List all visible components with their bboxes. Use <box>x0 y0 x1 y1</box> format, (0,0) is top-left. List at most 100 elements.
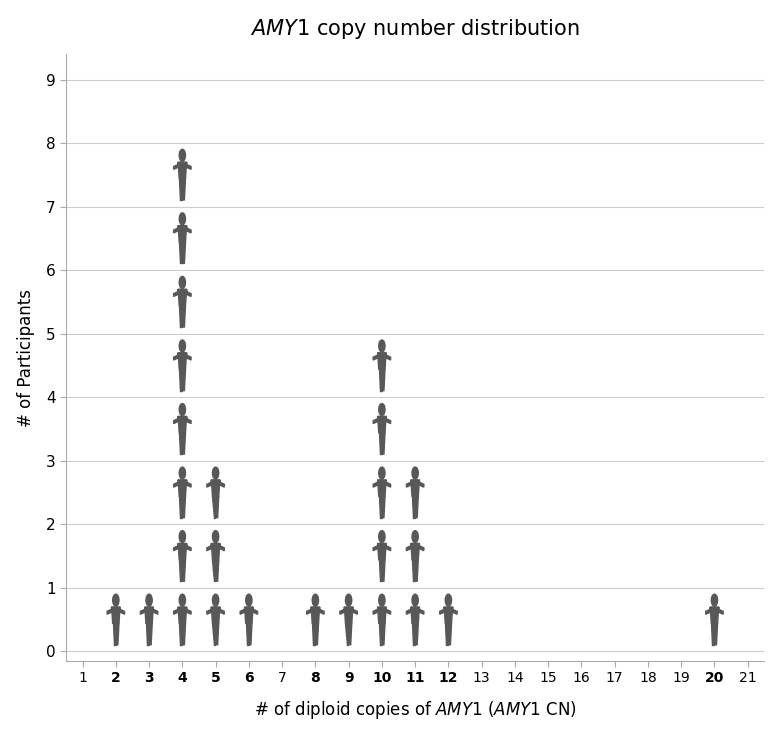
Polygon shape <box>246 624 248 645</box>
Polygon shape <box>173 353 178 360</box>
Polygon shape <box>179 560 182 582</box>
Circle shape <box>179 404 185 415</box>
Polygon shape <box>173 162 178 170</box>
Circle shape <box>146 594 152 606</box>
Polygon shape <box>116 624 119 645</box>
Polygon shape <box>183 496 185 517</box>
Polygon shape <box>379 496 382 517</box>
Circle shape <box>379 531 385 542</box>
Polygon shape <box>173 607 178 614</box>
Polygon shape <box>444 607 453 624</box>
Polygon shape <box>219 543 224 551</box>
Polygon shape <box>187 607 191 614</box>
Polygon shape <box>179 242 182 263</box>
Circle shape <box>179 149 185 162</box>
Polygon shape <box>378 353 386 369</box>
Circle shape <box>212 531 219 542</box>
Polygon shape <box>382 560 385 582</box>
Polygon shape <box>183 179 185 200</box>
Circle shape <box>412 594 419 606</box>
Polygon shape <box>373 480 378 487</box>
Polygon shape <box>144 607 153 624</box>
Polygon shape <box>386 607 390 614</box>
Polygon shape <box>711 624 715 645</box>
Polygon shape <box>386 416 390 424</box>
Polygon shape <box>419 543 424 551</box>
Polygon shape <box>406 480 411 487</box>
Polygon shape <box>187 480 191 487</box>
Polygon shape <box>212 624 216 645</box>
Polygon shape <box>373 543 378 551</box>
Polygon shape <box>249 624 252 645</box>
Polygon shape <box>219 607 224 614</box>
Polygon shape <box>453 607 457 614</box>
Polygon shape <box>187 226 191 233</box>
Polygon shape <box>373 416 378 424</box>
Polygon shape <box>183 369 185 390</box>
Polygon shape <box>187 543 191 551</box>
Polygon shape <box>319 607 324 614</box>
Polygon shape <box>406 543 411 551</box>
Polygon shape <box>406 607 411 614</box>
Circle shape <box>445 594 451 606</box>
Polygon shape <box>311 607 319 624</box>
Polygon shape <box>207 543 212 551</box>
Polygon shape <box>412 560 415 582</box>
Polygon shape <box>207 607 212 614</box>
Polygon shape <box>183 624 185 645</box>
Polygon shape <box>253 607 258 614</box>
Polygon shape <box>173 226 178 233</box>
Polygon shape <box>216 624 219 645</box>
Circle shape <box>379 594 385 606</box>
X-axis label: # of diploid copies of $\it{AMY1}$ ($\it{AMY1}$ CN): # of diploid copies of $\it{AMY1}$ ($\it… <box>254 700 576 721</box>
Polygon shape <box>212 543 219 560</box>
Polygon shape <box>386 353 390 360</box>
Polygon shape <box>178 226 187 242</box>
Polygon shape <box>411 607 419 624</box>
Polygon shape <box>107 607 112 614</box>
Polygon shape <box>179 624 182 645</box>
Circle shape <box>179 467 185 479</box>
Polygon shape <box>448 624 451 645</box>
Polygon shape <box>715 624 718 645</box>
Polygon shape <box>112 624 116 645</box>
Polygon shape <box>378 480 386 496</box>
Polygon shape <box>183 306 185 327</box>
Circle shape <box>379 467 385 479</box>
Polygon shape <box>212 607 219 624</box>
Polygon shape <box>149 624 152 645</box>
Polygon shape <box>415 624 419 645</box>
Polygon shape <box>379 624 382 645</box>
Circle shape <box>212 594 219 606</box>
Polygon shape <box>411 543 419 560</box>
Polygon shape <box>345 624 348 645</box>
Polygon shape <box>112 607 120 624</box>
Polygon shape <box>710 607 719 624</box>
Polygon shape <box>178 543 187 560</box>
Polygon shape <box>382 624 385 645</box>
Polygon shape <box>179 432 182 454</box>
Polygon shape <box>179 496 182 517</box>
Polygon shape <box>412 624 415 645</box>
Circle shape <box>246 594 252 606</box>
Polygon shape <box>378 607 386 624</box>
Polygon shape <box>179 306 182 327</box>
Polygon shape <box>183 432 185 454</box>
Polygon shape <box>120 607 124 614</box>
Polygon shape <box>178 607 187 624</box>
Polygon shape <box>378 416 386 432</box>
Polygon shape <box>178 480 187 496</box>
Circle shape <box>345 594 351 606</box>
Polygon shape <box>178 353 187 369</box>
Polygon shape <box>141 607 144 614</box>
Polygon shape <box>173 543 178 551</box>
Circle shape <box>711 594 718 606</box>
Polygon shape <box>207 480 212 487</box>
Polygon shape <box>719 607 723 614</box>
Polygon shape <box>344 607 353 624</box>
Polygon shape <box>386 543 390 551</box>
Polygon shape <box>173 289 178 297</box>
Circle shape <box>179 213 185 225</box>
Polygon shape <box>419 480 424 487</box>
Polygon shape <box>216 560 219 582</box>
